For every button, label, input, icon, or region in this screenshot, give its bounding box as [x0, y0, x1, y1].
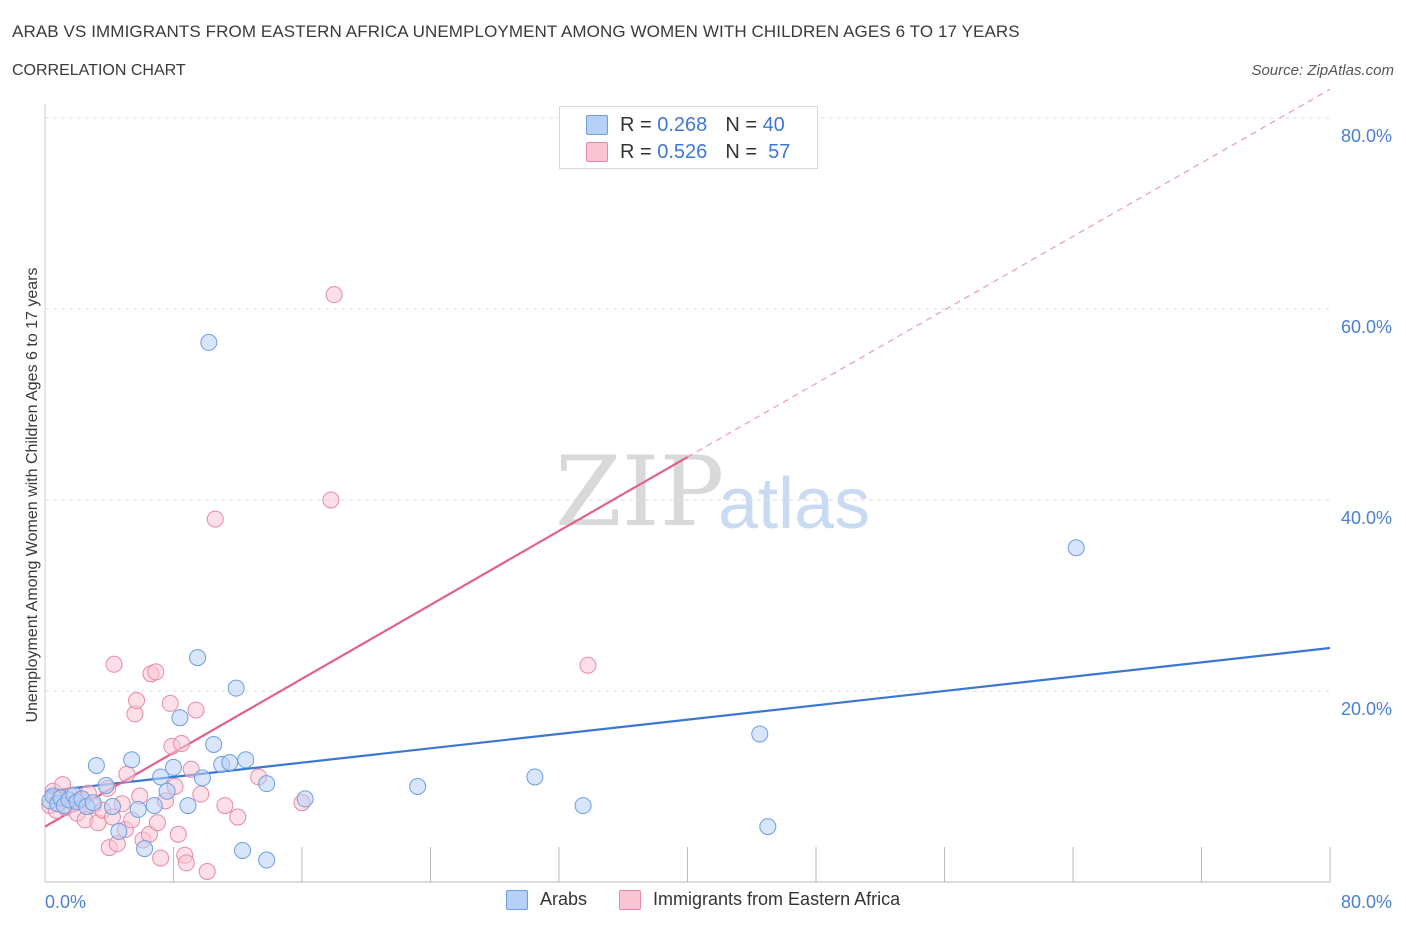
legend-item-arabs[interactable]: Arabs: [506, 889, 587, 910]
point-eastern-africa: [229, 808, 247, 826]
legend-swatch-eastern-africa: [586, 142, 608, 162]
point-arabs: [189, 649, 207, 667]
point-arabs: [145, 797, 163, 815]
y-tick-label: 20.0%: [1341, 699, 1392, 719]
point-arabs: [136, 840, 154, 858]
point-eastern-africa: [148, 814, 166, 832]
point-arabs: [158, 782, 176, 800]
point-arabs: [1067, 539, 1085, 557]
legend-item-eastern-africa[interactable]: Immigrants from Eastern Africa: [619, 889, 900, 910]
point-arabs: [97, 777, 115, 795]
series-arabs-points: [41, 333, 1085, 869]
chart-subtitle: CORRELATION CHART: [12, 62, 186, 79]
point-eastern-africa: [118, 765, 136, 783]
point-arabs: [200, 333, 218, 351]
legend-r-label: R =: [620, 140, 652, 163]
correlation-legend: R = 0.268 N = 40 R = 0.526 N = 57: [559, 106, 818, 169]
legend-label-eastern-africa: Immigrants from Eastern Africa: [653, 889, 901, 909]
tick-labels: 20.0% 40.0% 60.0% 80.0% 0.0% 80.0%: [45, 126, 1392, 912]
point-arabs: [296, 790, 314, 808]
legend-swatch-arabs: [506, 889, 528, 910]
point-eastern-africa: [322, 491, 340, 509]
point-arabs: [574, 797, 592, 815]
legend-swatch-arabs: [586, 115, 608, 135]
point-eastern-africa: [198, 862, 216, 880]
legend-row-eastern-africa: R = 0.526 N = 57: [586, 139, 790, 165]
y-tick-label: 60.0%: [1341, 317, 1392, 337]
grid-lines: [45, 117, 1330, 692]
point-eastern-africa: [206, 510, 224, 528]
point-eastern-africa: [161, 694, 179, 712]
point-arabs: [205, 735, 223, 753]
trend-lines: [44, 88, 1331, 828]
point-arabs: [152, 768, 170, 786]
trend-extension-eastern-africa: [687, 88, 1331, 458]
point-eastern-africa: [152, 849, 170, 867]
legend-r-value: 0.268: [657, 113, 708, 136]
y-axis-label: Unemployment Among Women with Children A…: [24, 267, 41, 722]
point-arabs: [526, 768, 544, 786]
x-tick-label-max: 80.0%: [1341, 892, 1392, 912]
point-eastern-africa: [147, 663, 165, 681]
watermark-zip: ZIP: [555, 436, 724, 548]
point-arabs: [171, 709, 189, 727]
watermark-atlas: atlas: [718, 464, 870, 544]
point-arabs: [234, 841, 252, 859]
y-tick-label: 40.0%: [1341, 508, 1392, 528]
legend-n-label: N =: [725, 113, 757, 136]
axes: [44, 104, 1331, 883]
point-arabs: [227, 679, 245, 697]
point-arabs: [221, 754, 239, 772]
point-eastern-africa: [128, 692, 146, 710]
series-legend: Arabs Immigrants from Eastern Africa: [506, 889, 932, 910]
legend-n-value: 40: [762, 113, 785, 136]
legend-r-value: 0.526: [657, 140, 708, 163]
point-eastern-africa: [216, 797, 234, 815]
point-arabs: [258, 775, 276, 793]
point-arabs: [258, 851, 276, 869]
chart-title: ARAB VS IMMIGRANTS FROM EASTERN AFRICA U…: [12, 22, 1020, 41]
point-arabs: [110, 822, 128, 840]
point-arabs: [123, 751, 141, 769]
point-eastern-africa: [177, 854, 195, 872]
y-tick-label: 80.0%: [1341, 126, 1392, 146]
point-arabs: [84, 794, 102, 812]
legend-row-arabs: R = 0.268 N = 40: [586, 112, 785, 138]
point-eastern-africa: [105, 655, 123, 673]
legend-n-value: 57: [768, 140, 791, 163]
trend-line-arabs: [44, 646, 1331, 793]
point-eastern-africa: [187, 701, 205, 719]
point-arabs: [103, 798, 121, 816]
point-eastern-africa: [579, 656, 597, 674]
point-eastern-africa: [192, 785, 210, 803]
point-arabs: [237, 751, 255, 769]
point-eastern-africa: [173, 735, 191, 753]
point-arabs: [179, 797, 197, 815]
point-arabs: [129, 800, 147, 818]
legend-swatch-eastern-africa: [619, 889, 642, 910]
point-arabs: [759, 818, 777, 836]
point-arabs: [165, 758, 182, 776]
legend-r-label: R =: [620, 113, 652, 136]
series-eastern-africa-points: [41, 286, 597, 880]
x-tick-label-min: 0.0%: [45, 892, 86, 912]
point-arabs: [193, 769, 211, 787]
legend-n-label: N =: [725, 140, 757, 163]
point-eastern-africa: [182, 760, 200, 778]
trend-line-eastern-africa: [44, 456, 689, 828]
point-eastern-africa: [325, 286, 343, 304]
point-arabs: [751, 725, 769, 743]
point-arabs: [87, 756, 105, 774]
legend-label-arabs: Arabs: [540, 889, 588, 909]
source-credit: Source: ZipAtlas.com: [1251, 62, 1394, 79]
point-arabs: [409, 778, 427, 795]
point-eastern-africa: [169, 825, 187, 843]
